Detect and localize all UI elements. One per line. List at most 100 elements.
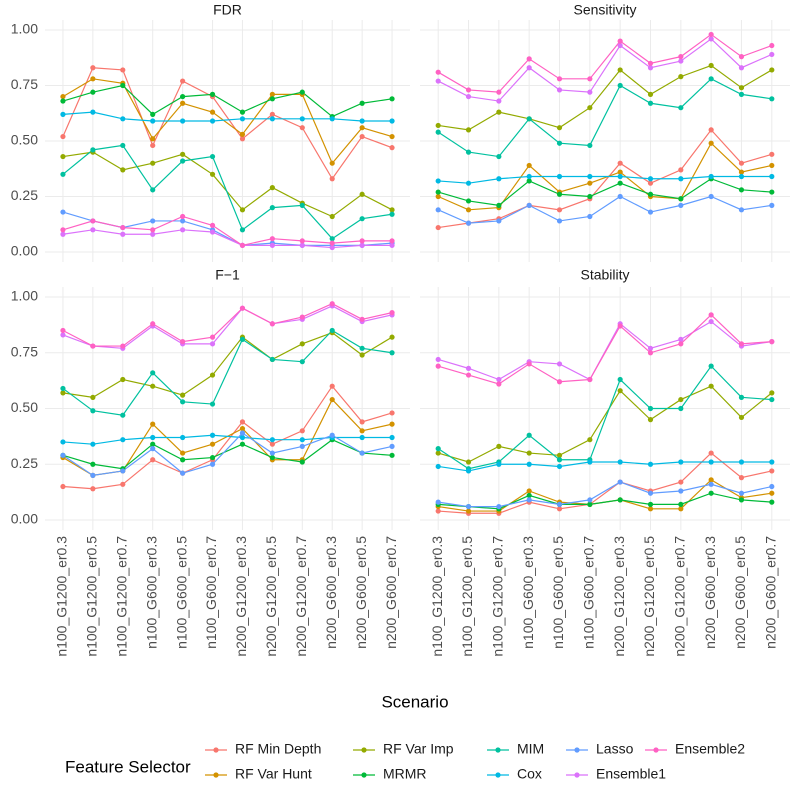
data-point [299, 459, 305, 465]
data-point [769, 339, 775, 345]
data-point [708, 363, 714, 369]
data-point [738, 394, 745, 400]
data-point [435, 356, 441, 363]
data-point [769, 396, 775, 403]
data-point [209, 229, 216, 235]
x-tick-label: n100_G1200_er0.7 [490, 536, 506, 657]
data-point [180, 392, 186, 398]
data-point [239, 441, 246, 447]
y-tick-label: 1.00 [11, 288, 38, 304]
data-point [299, 202, 305, 208]
data-point [269, 96, 275, 102]
data-point [389, 452, 395, 458]
data-point [647, 65, 654, 71]
legend-label: Lasso [596, 741, 634, 757]
data-point [60, 390, 66, 396]
data-point [60, 93, 66, 100]
data-point [617, 42, 623, 49]
series-line [438, 64, 773, 131]
data-point [60, 111, 66, 117]
data-point [526, 202, 532, 208]
data-point [180, 339, 186, 345]
data-point [496, 98, 502, 104]
data-point [269, 205, 275, 211]
data-point [647, 60, 654, 66]
data-point [435, 178, 441, 184]
data-point [556, 207, 563, 213]
data-point [299, 428, 305, 434]
data-point [359, 316, 365, 322]
data-point [496, 503, 502, 510]
data-point [556, 191, 563, 197]
data-point [389, 96, 395, 102]
legend-key [574, 747, 580, 753]
data-point [738, 414, 745, 421]
data-point [587, 180, 593, 186]
data-point [180, 118, 186, 124]
data-point [239, 434, 246, 441]
data-point [269, 242, 275, 248]
data-point [708, 481, 714, 487]
data-point [769, 390, 775, 396]
data-point [738, 65, 745, 71]
data-point [120, 116, 126, 122]
data-point [180, 434, 186, 441]
data-point [329, 301, 335, 307]
data-point [617, 180, 623, 186]
data-point [678, 54, 684, 60]
data-point [329, 383, 335, 389]
data-point [617, 67, 623, 73]
data-point [708, 490, 714, 496]
data-point [299, 359, 305, 365]
data-point [526, 178, 532, 184]
x-tick-label: n100_G1200_er0.5 [84, 536, 100, 657]
data-point [647, 91, 654, 97]
data-point [329, 240, 335, 246]
panel-title: Stability [580, 267, 629, 283]
data-point [180, 93, 186, 100]
data-point [150, 370, 156, 376]
data-point [239, 227, 246, 233]
data-point [150, 457, 156, 463]
data-point [465, 87, 472, 93]
data-point [120, 412, 126, 418]
data-point [617, 376, 623, 383]
data-point [60, 231, 66, 237]
data-point [389, 410, 395, 416]
data-point [389, 350, 395, 356]
data-point [496, 376, 502, 383]
x-tick-label: n100_G600_er0.7 [203, 536, 219, 649]
data-point [239, 430, 246, 436]
data-point [647, 209, 654, 215]
data-point [299, 116, 305, 122]
panel-title: FDR [213, 2, 242, 18]
data-point [647, 506, 654, 512]
data-point [389, 242, 395, 248]
y-tick-label: 0.00 [11, 511, 38, 527]
data-point [60, 452, 66, 458]
series-line [438, 175, 772, 184]
series-line [437, 33, 773, 93]
data-point [299, 314, 305, 320]
data-point [329, 116, 335, 122]
y-tick-label: 0.75 [11, 343, 38, 359]
data-point [556, 87, 563, 93]
data-point [556, 379, 563, 385]
data-point [329, 432, 335, 438]
data-point [435, 450, 441, 456]
data-point [647, 100, 654, 106]
data-point [239, 207, 246, 213]
data-point [587, 501, 593, 507]
data-point [239, 109, 246, 115]
data-point [90, 65, 96, 71]
series-line [62, 151, 393, 218]
data-point [150, 111, 156, 117]
data-point [647, 405, 654, 412]
x-tick-label: n100_G600_er0.3 [520, 536, 536, 649]
data-point [587, 173, 593, 180]
data-point [239, 419, 246, 425]
data-point [496, 218, 502, 224]
y-tick-label: 0.50 [11, 132, 38, 148]
data-point [120, 481, 126, 487]
data-point [359, 216, 365, 222]
